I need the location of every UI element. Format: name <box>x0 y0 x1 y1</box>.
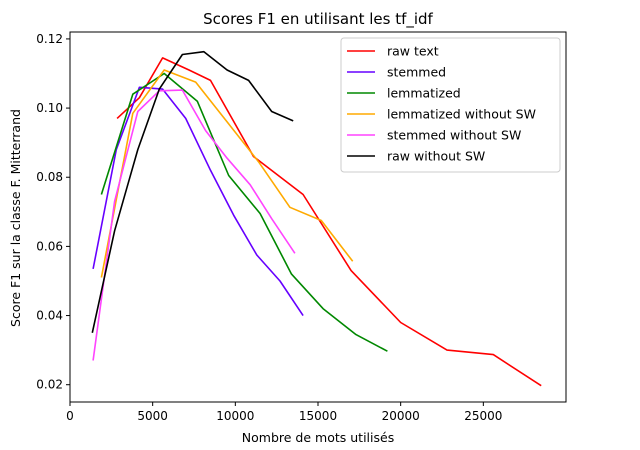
x-tick-label: 0 <box>66 409 74 423</box>
legend-entry-label: lemmatized without SW <box>387 107 536 122</box>
x-tick-label: 20000 <box>382 409 420 423</box>
series-line-stemmed <box>92 86 304 317</box>
x-tick-label: 25000 <box>464 409 502 423</box>
chart-title: Scores F1 en utilisant les tf_idf <box>203 10 433 29</box>
legend-entry-label: raw text <box>387 44 439 59</box>
series-line-lemmatized-without-SW <box>100 69 354 278</box>
y-axis-label: Score F1 sur la classe F. Mitterrand <box>8 109 23 327</box>
x-axis-label: Nombre de mots utilisés <box>242 430 394 445</box>
y-tick-label: 0.08 <box>36 170 63 184</box>
legend-entry-label: stemmed without SW <box>387 128 521 143</box>
y-tick-label: 0.04 <box>36 309 63 323</box>
x-axis: 0 5000 10000 15000 20000 25000 <box>66 402 502 423</box>
y-tick-label: 0.10 <box>36 101 63 115</box>
y-tick-label: 0.02 <box>36 378 63 392</box>
y-tick-label: 0.12 <box>36 32 63 46</box>
legend-box <box>340 37 561 173</box>
series-line-raw-without-SW <box>91 50 294 333</box>
legend-entry-label: stemmed <box>387 65 446 80</box>
y-axis: 0.02 0.04 0.06 0.08 0.10 0.12 <box>36 32 70 392</box>
plot-area <box>91 50 542 387</box>
legend: raw text stemmed lemmatized lemmatized with… <box>340 37 561 173</box>
y-tick-label: 0.06 <box>36 239 63 253</box>
x-tick-label: 10000 <box>216 409 254 423</box>
legend-entry-label: raw without SW <box>387 149 485 164</box>
legend-entry-label: lemmatized <box>387 86 461 101</box>
series-line-raw-text <box>116 57 542 387</box>
x-tick-label: 5000 <box>137 409 168 423</box>
x-tick-label: 15000 <box>299 409 337 423</box>
series-line-lemmatized <box>100 72 388 352</box>
series-line-stemmed-without-SW <box>92 89 296 361</box>
